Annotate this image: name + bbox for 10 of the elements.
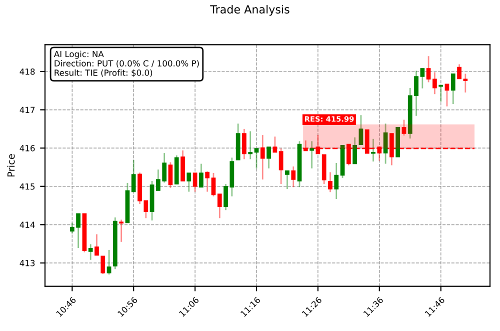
annotation: AI Logic: NA Direction: PUT (0.0% C / 100.0% P) Result: TIE (Profit: $0.0): [54, 50, 199, 77]
y-tick-label: 414: [20, 222, 35, 228]
y-tick-label: 415: [20, 183, 35, 190]
y-tick-label: 413: [20, 260, 35, 266]
y-tick-label: 416: [20, 145, 35, 152]
y-tick-label: 418: [20, 68, 35, 75]
y-axis-title: Price: [7, 154, 15, 176]
y-tick-label: 417: [20, 106, 35, 113]
chart-title: Trade Analysis: [210, 4, 290, 16]
candlestick: [100, 255, 106, 275]
